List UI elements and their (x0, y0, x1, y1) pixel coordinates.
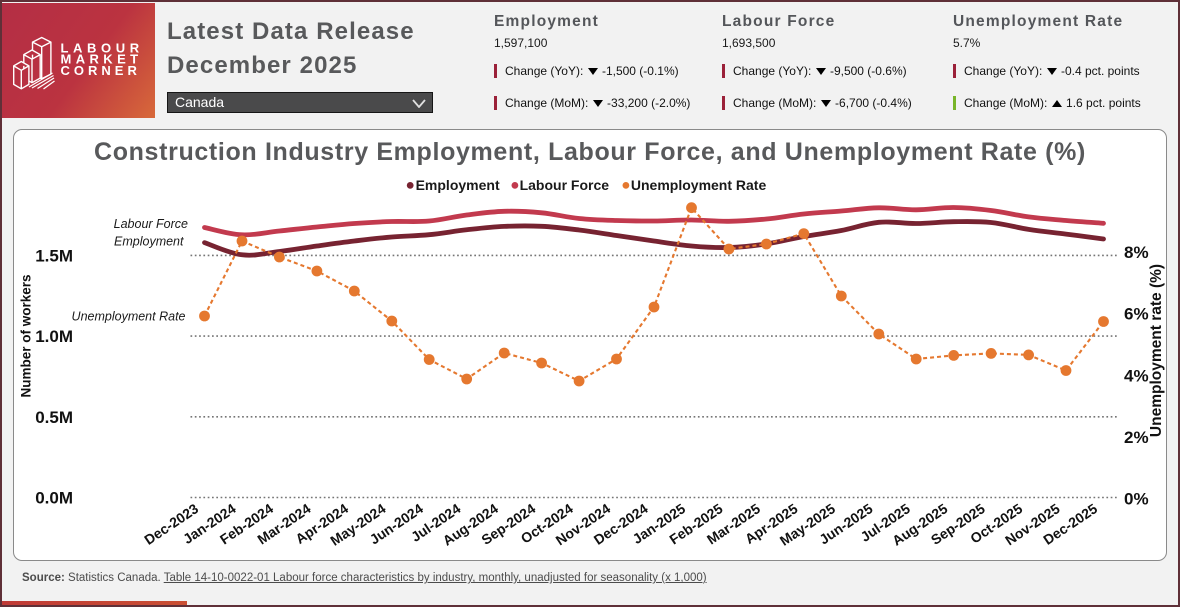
svg-text:Labour Force: Labour Force (520, 177, 610, 193)
svg-text:Employment: Employment (416, 177, 500, 193)
svg-text:Number of workers: Number of workers (19, 274, 34, 397)
svg-text:Employment: Employment (114, 235, 184, 249)
svg-text:Labour Force: Labour Force (114, 217, 188, 231)
svg-text:8%: 8% (1124, 243, 1149, 262)
svg-text:LABOUR: LABOUR (61, 40, 144, 55)
svg-text:1.5M: 1.5M (35, 246, 73, 265)
svg-text:0%: 0% (1124, 490, 1149, 509)
svg-text:MARKET: MARKET (61, 52, 143, 67)
svg-text:0.0M: 0.0M (35, 489, 73, 508)
svg-text:4%: 4% (1124, 366, 1149, 385)
svg-text:Unemployment Rate: Unemployment Rate (631, 177, 767, 193)
svg-text:0.5M: 0.5M (35, 408, 73, 427)
svg-text:2%: 2% (1124, 428, 1149, 447)
svg-text:CORNER: CORNER (61, 63, 141, 78)
svg-text:Unemployment Rate: Unemployment Rate (72, 310, 186, 324)
svg-text:Unemployment rate (%): Unemployment rate (%) (1148, 264, 1165, 437)
svg-text:Construction Industry Employme: Construction Industry Employment, Labour… (94, 138, 1086, 166)
svg-text:1.0M: 1.0M (35, 327, 73, 346)
svg-text:6%: 6% (1124, 305, 1149, 324)
